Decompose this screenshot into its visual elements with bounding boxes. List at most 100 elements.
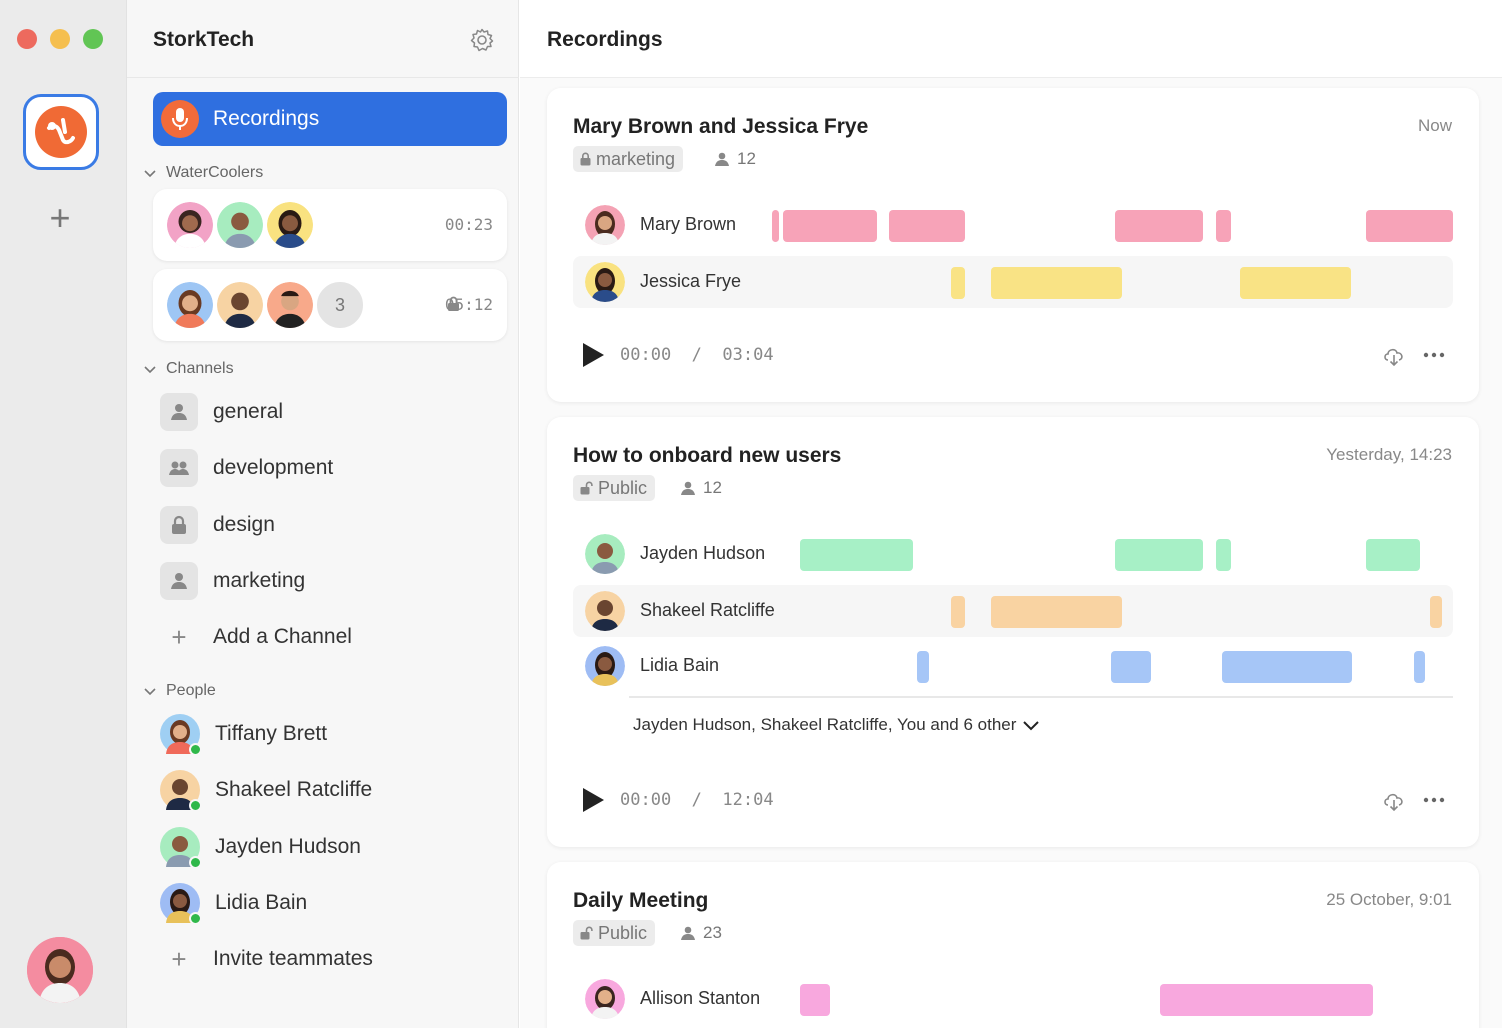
speaker-row[interactable]: Shakeel Ratcliffe xyxy=(573,585,1453,637)
avatar xyxy=(585,205,625,245)
channel-tag[interactable]: Public xyxy=(573,920,656,946)
speech-segment[interactable] xyxy=(951,596,965,628)
workspace-storktech-icon[interactable] xyxy=(23,94,99,170)
person-icon xyxy=(160,562,198,600)
channel-label: development xyxy=(213,456,334,479)
section-watercoolers[interactable]: WaterCoolers xyxy=(143,164,263,182)
speech-segment[interactable] xyxy=(1366,539,1420,571)
my-avatar[interactable] xyxy=(27,937,93,1003)
workspace-name: StorkTech xyxy=(153,28,255,51)
speech-segment[interactable] xyxy=(800,984,830,1016)
recording-card[interactable]: How to onboard new users Yesterday, 14:2… xyxy=(547,417,1479,847)
speaker-row[interactable]: Allison Stanton xyxy=(573,973,1453,1025)
invite-teammates-button[interactable]: + Invite teammates xyxy=(160,939,373,979)
audio-player: 00:00 / 03:04 xyxy=(583,343,774,367)
main-header: Recordings xyxy=(520,0,1502,78)
channel-item-development[interactable]: development xyxy=(160,448,333,488)
chevron-down-icon xyxy=(144,688,156,696)
speech-segment[interactable] xyxy=(1216,210,1231,242)
sidebar-header: StorkTech xyxy=(127,0,519,78)
recording-card[interactable]: Daily Meeting 25 October, 9:01 Public 23… xyxy=(547,862,1479,1028)
speech-segment[interactable] xyxy=(1222,651,1352,683)
window-close-button[interactable] xyxy=(17,29,37,49)
person-icon xyxy=(160,393,198,431)
channel-item-marketing[interactable]: marketing xyxy=(160,561,305,601)
watercooler-duration: 05:12 xyxy=(444,295,493,314)
speaker-row[interactable]: Mary Brown xyxy=(573,199,1453,251)
playback-time: 00:00 / 12:04 xyxy=(620,790,774,810)
section-people[interactable]: People xyxy=(143,682,216,700)
divider xyxy=(629,696,1453,698)
play-icon[interactable] xyxy=(583,343,604,367)
plus-icon: + xyxy=(171,621,187,652)
members-icon xyxy=(681,926,695,940)
play-icon[interactable] xyxy=(583,788,604,812)
person-item[interactable]: Jayden Hudson xyxy=(160,826,361,869)
channel-tag[interactable]: Public xyxy=(573,475,656,501)
audio-player: 00:00 / 12:04 xyxy=(583,788,774,812)
speaker-row[interactable]: Jessica Frye xyxy=(573,256,1453,308)
avatar xyxy=(160,714,202,756)
online-status-indicator xyxy=(189,743,202,756)
watercooler-card[interactable]: 00:23 xyxy=(153,189,507,261)
section-label: WaterCoolers xyxy=(166,164,264,181)
watercooler-card[interactable]: 3 05:12 xyxy=(153,269,507,341)
channel-tag[interactable]: marketing xyxy=(573,146,684,172)
download-icon[interactable] xyxy=(1382,344,1406,368)
avatar xyxy=(585,979,625,1019)
section-channels[interactable]: Channels xyxy=(143,360,234,378)
members-icon xyxy=(715,152,729,166)
recording-card[interactable]: Mary Brown and Jessica Frye Now marketin… xyxy=(547,88,1479,402)
speech-segment[interactable] xyxy=(1115,210,1203,242)
participants-label: Jayden Hudson, Shakeel Ratcliffe, You an… xyxy=(633,715,1017,734)
speaker-row[interactable]: Lidia Bain xyxy=(573,640,1453,692)
channel-item-general[interactable]: general xyxy=(160,392,283,432)
speech-segment[interactable] xyxy=(1366,210,1453,242)
speaker-row[interactable]: Jayden Hudson xyxy=(573,528,1453,580)
member-count: 23 xyxy=(679,923,722,943)
avatar xyxy=(585,534,625,574)
download-icon[interactable] xyxy=(1382,789,1406,813)
person-name: Tiffany Brett xyxy=(215,722,328,745)
speech-segment[interactable] xyxy=(917,651,929,683)
speech-segment[interactable] xyxy=(1160,984,1373,1016)
person-name: Shakeel Ratcliffe xyxy=(215,778,373,801)
lock-icon xyxy=(448,296,459,311)
speech-segment[interactable] xyxy=(1111,651,1151,683)
participants-toggle[interactable]: Jayden Hudson, Shakeel Ratcliffe, You an… xyxy=(633,715,1040,735)
avatar xyxy=(160,827,202,869)
speech-segment[interactable] xyxy=(783,210,877,242)
member-count: 12 xyxy=(713,149,756,169)
speech-segment[interactable] xyxy=(991,267,1122,299)
more-options-icon[interactable] xyxy=(1423,797,1445,803)
unlocked-icon xyxy=(580,481,593,495)
person-item[interactable]: Shakeel Ratcliffe xyxy=(160,769,373,812)
speech-segment[interactable] xyxy=(772,210,779,242)
window-minimize-button[interactable] xyxy=(50,29,70,49)
add-channel-button[interactable]: + Add a Channel xyxy=(160,617,352,657)
speech-segment[interactable] xyxy=(951,267,965,299)
speech-segment[interactable] xyxy=(889,210,965,242)
avatar xyxy=(164,279,216,331)
add-workspace-icon[interactable]: + xyxy=(49,197,71,238)
more-participants-count: 3 xyxy=(314,279,366,331)
chevron-down-icon xyxy=(144,366,156,374)
gear-icon[interactable] xyxy=(469,27,495,53)
person-item[interactable]: Tiffany Brett xyxy=(160,713,328,756)
speech-segment[interactable] xyxy=(800,539,913,571)
channel-label: marketing xyxy=(213,569,306,592)
speech-segment[interactable] xyxy=(1240,267,1351,299)
speech-segment[interactable] xyxy=(1216,539,1231,571)
person-name: Lidia Bain xyxy=(215,891,308,914)
member-count-value: 23 xyxy=(703,923,722,942)
sidebar-item-recordings[interactable]: Recordings xyxy=(153,92,507,146)
more-options-icon[interactable] xyxy=(1423,352,1445,358)
speech-segment[interactable] xyxy=(1115,539,1203,571)
channel-item-design[interactable]: design xyxy=(160,505,275,545)
avatar xyxy=(214,199,266,251)
person-item[interactable]: Lidia Bain xyxy=(160,882,308,925)
speech-segment[interactable] xyxy=(1430,596,1442,628)
speech-segment[interactable] xyxy=(991,596,1122,628)
window-zoom-button[interactable] xyxy=(83,29,103,49)
speech-segment[interactable] xyxy=(1414,651,1425,683)
